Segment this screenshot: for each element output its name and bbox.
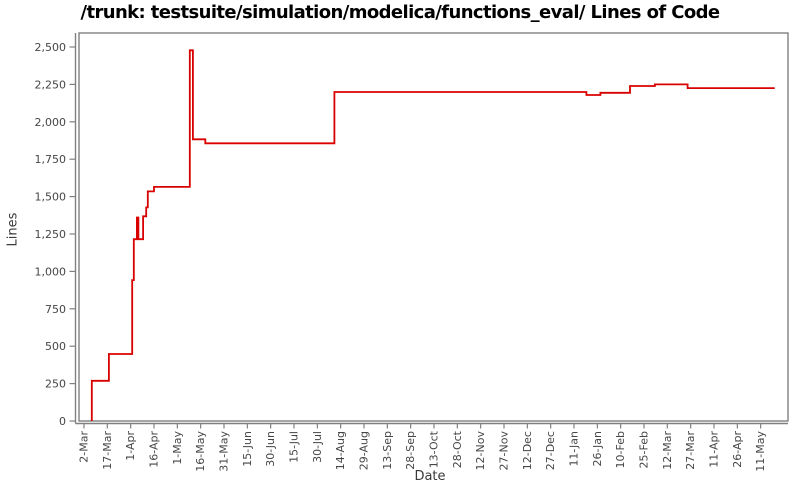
x-tick-label: 11-Jan (567, 431, 580, 467)
chart-title: /trunk: testsuite/simulation/modelica/fu… (80, 2, 720, 23)
x-tick-label: 1-May (171, 431, 184, 465)
y-tick-label: 2,500 (35, 41, 67, 54)
y-axis-label: Lines (5, 212, 21, 247)
y-tick-label: 1,250 (35, 228, 67, 241)
y-tick-label: 250 (45, 378, 66, 391)
x-tick-label: 13-Oct (427, 430, 440, 468)
x-tick-label: 27-Dec (544, 431, 557, 470)
x-tick-label: 16-Apr (147, 431, 160, 468)
x-tick-label: 13-Sep (381, 431, 394, 470)
x-axis-label: Date (414, 469, 446, 484)
y-tick-label: 750 (45, 303, 66, 316)
x-tick-label: 11-May (754, 431, 767, 472)
x-tick-label: 31-May (217, 431, 230, 472)
x-tick-label: 30-Jul (311, 431, 324, 463)
x-tick-label: 15-Jun (241, 431, 254, 467)
x-tick-label: 29-Aug (357, 431, 370, 470)
x-tick-label: 16-May (194, 431, 207, 472)
x-tick-label: 12-Nov (474, 431, 487, 471)
x-tick-label: 10-Feb (614, 431, 627, 468)
loc-series-line (90, 49, 775, 421)
x-tick-label: 27-Mar (684, 431, 697, 470)
x-tick-label: 28-Oct (451, 430, 464, 468)
x-tick-label: 14-Aug (334, 431, 347, 470)
x-tick-label: 26-Apr (731, 431, 744, 468)
x-tick-label: 25-Feb (637, 431, 650, 468)
y-tick-label: 0 (59, 415, 66, 428)
y-tick-label: 2,000 (35, 116, 67, 129)
x-tick-label: 11-Apr (707, 431, 720, 468)
x-tick-label: 17-Mar (101, 431, 114, 470)
y-tick-label: 1,500 (35, 191, 67, 204)
y-tick-label: 1,750 (35, 153, 67, 166)
x-tick-label: 2-Mar (78, 431, 91, 463)
y-tick-label: 2,250 (35, 78, 67, 91)
x-tick-label: 28-Sep (404, 431, 417, 470)
x-tick-label: 12-Mar (661, 431, 674, 470)
x-tick-label: 12-Dec (521, 431, 534, 470)
x-tick-label: 27-Nov (497, 431, 510, 471)
y-tick-label: 1,000 (35, 265, 67, 278)
plot-frame (78, 32, 789, 422)
x-tick-label: 30-Jun (264, 431, 277, 467)
y-tick-label: 500 (45, 340, 66, 353)
x-tick-label: 26-Jan (591, 431, 604, 467)
x-tick-label: 1-Apr (124, 431, 137, 461)
x-tick-label: 15-Jul (287, 431, 300, 463)
